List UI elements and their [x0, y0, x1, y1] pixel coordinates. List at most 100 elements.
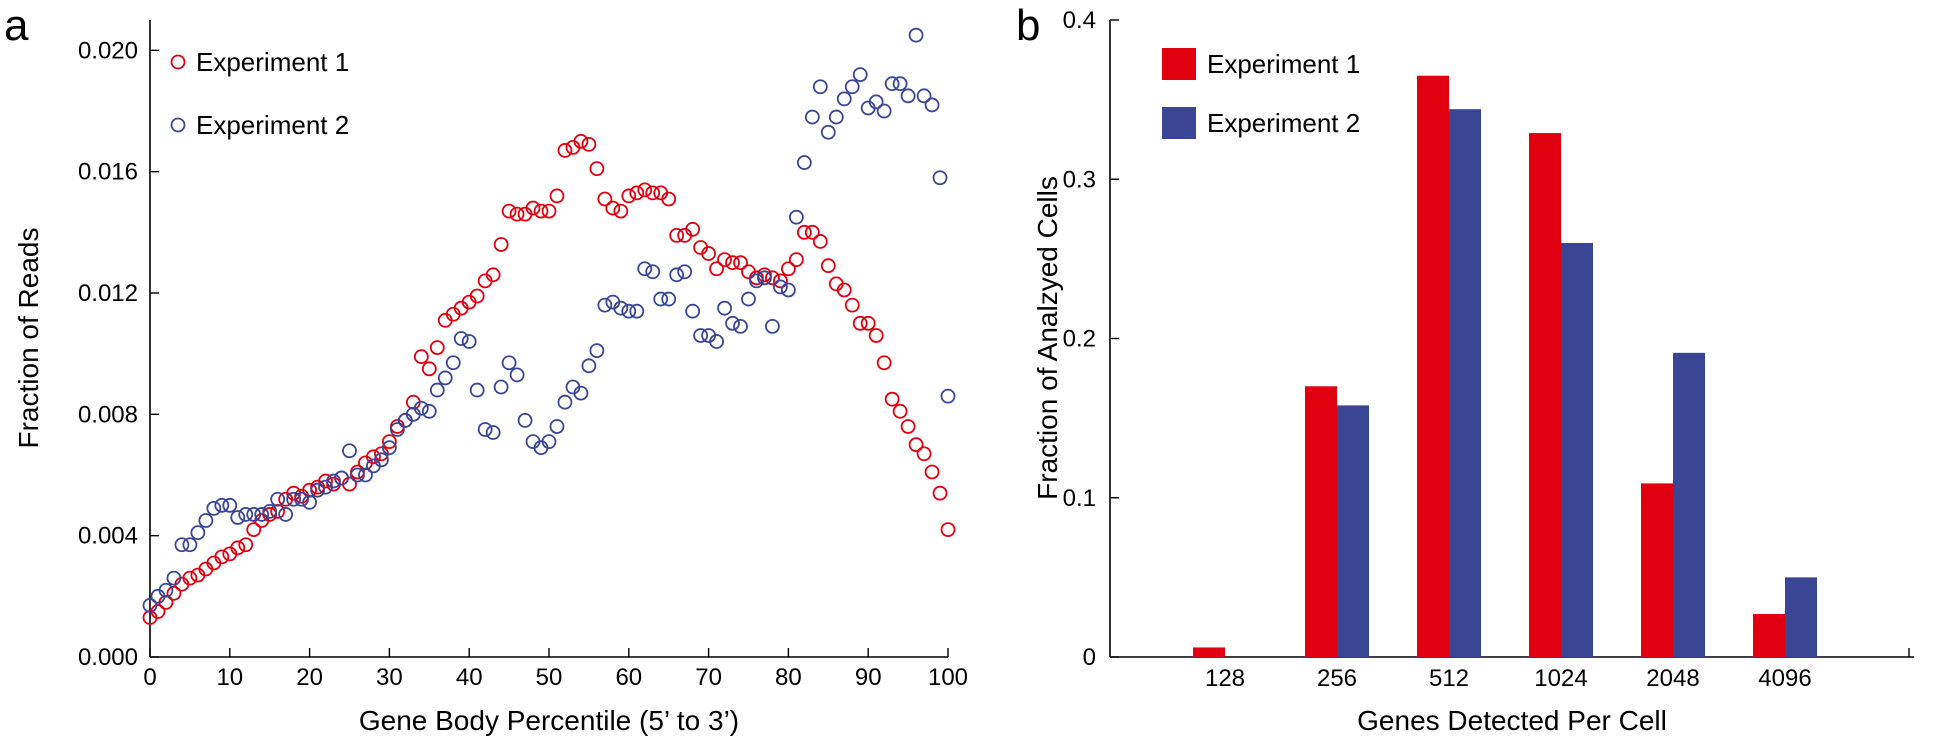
experiment-1-point — [916, 446, 932, 462]
experiment-2-point — [278, 507, 294, 522]
experiment-1-point — [645, 185, 661, 201]
experiment-1-point — [709, 261, 724, 277]
experiment-1-point — [781, 261, 796, 277]
experiment-2-point — [421, 403, 437, 419]
experiment-1-point — [788, 252, 804, 268]
experiment-2-point — [302, 494, 318, 510]
panel-b-x-tick-label: 512 — [1429, 665, 1469, 692]
panel-a: a 0.000 0.004 0.008 0.012 0.016 0.020 0 10 20 30… — [4, 1, 968, 736]
experiment-1-point — [230, 540, 246, 556]
panel-b-x-label: Genes Detected Per Cell — [1357, 705, 1667, 736]
experiment-2-point — [230, 510, 246, 525]
experiment-1-point — [669, 227, 685, 243]
experiment-1-point — [860, 315, 876, 331]
experiment-1-point — [892, 403, 908, 419]
experiment-1-point — [581, 136, 597, 152]
experiment-2-point — [709, 334, 724, 349]
panel-b-legend-label-2: Experiment 2 — [1207, 108, 1360, 138]
experiment-2-point — [461, 334, 477, 349]
panel-b-y-tick-label: 0.1 — [1063, 485, 1096, 512]
experiment-2-point — [374, 452, 389, 468]
experiment-1-point — [214, 549, 230, 565]
experiment-2-point — [342, 443, 357, 459]
experiment-2-point — [214, 497, 230, 513]
experiment-2-point — [621, 303, 637, 319]
experiment-1-bar — [1305, 386, 1337, 657]
experiment-1-point — [733, 255, 748, 271]
experiment-2-point — [781, 282, 796, 298]
experiment-1-point — [469, 288, 485, 304]
experiment-1-point — [573, 133, 589, 149]
panel-b-y-tick-label: 0.3 — [1063, 166, 1096, 193]
experiment-2-point — [613, 300, 629, 316]
experiment-2-point — [246, 507, 262, 522]
panel-a-x-ticks: 0 10 20 30 40 50 60 70 80 90 100 — [143, 648, 968, 691]
experiment-1-point — [852, 315, 868, 331]
experiment-2-point — [581, 358, 597, 374]
experiment-1-point — [773, 273, 788, 289]
experiment-2-bar — [1673, 352, 1705, 657]
experiment-2-point — [174, 537, 190, 553]
experiment-2-point — [541, 434, 557, 450]
experiment-1-point — [421, 361, 437, 377]
panel-a-x-tick-label: 20 — [296, 664, 323, 691]
experiment-1-point — [246, 522, 262, 537]
experiment-2-point — [653, 291, 669, 307]
experiment-2-point — [350, 467, 365, 483]
panel-a-y-tick-label: 0.020 — [78, 37, 138, 64]
experiment-2-point — [158, 582, 174, 598]
experiment-2-point — [868, 94, 884, 110]
experiment-1-bar — [1417, 75, 1449, 658]
experiment-2-point — [182, 537, 198, 553]
experiment-2-point — [796, 155, 812, 170]
experiment-2-point — [286, 491, 302, 507]
panel-a-legend: Experiment 1 Experiment 2 — [170, 47, 349, 140]
panel-a-y-ticks: 0.000 0.004 0.008 0.012 0.016 0.020 — [78, 37, 159, 671]
experiment-1-point — [533, 203, 549, 219]
experiment-1-point — [637, 182, 653, 198]
experiment-2-point — [852, 67, 868, 82]
experiment-2-point — [940, 388, 956, 404]
experiment-1-point — [765, 270, 780, 286]
experiment-1-point — [900, 419, 916, 434]
panel-b-y-label: Fraction of Analzyed Cells — [1032, 176, 1063, 500]
panel-a-y-tick-label: 0.012 — [78, 280, 138, 307]
experiment-1-point — [868, 328, 884, 343]
experiment-1-point — [908, 437, 924, 453]
experiment-1-point — [661, 191, 677, 207]
experiment-2-bar — [1449, 109, 1481, 658]
experiment-2-bar — [1785, 577, 1817, 657]
experiment-2-point — [828, 109, 844, 125]
experiment-1-point — [238, 537, 254, 553]
panel-b-x-tick-label: 2048 — [1646, 665, 1699, 692]
panel-a-x-tick-label: 80 — [775, 664, 802, 691]
experiment-1-point — [509, 206, 525, 222]
experiment-1-point — [820, 258, 836, 274]
experiment-2-point — [166, 570, 182, 586]
experiment-2-bar — [1561, 242, 1593, 657]
experiment-2-point — [445, 355, 461, 371]
experiment-2-point — [773, 279, 788, 295]
experiment-1-point — [597, 191, 613, 207]
experiment-2-point — [820, 124, 836, 140]
panel-b-x-tick-label: 1024 — [1534, 665, 1587, 692]
panel-b-y-tick-label: 0.4 — [1063, 7, 1096, 34]
experiment-2-point — [254, 507, 270, 522]
experiment-1-bar — [1753, 614, 1785, 657]
experiment-2-bar — [1337, 405, 1369, 657]
panel-b-legend-swatch-2 — [1162, 107, 1196, 139]
experiment-2-point — [900, 88, 916, 104]
experiment-2-point — [749, 273, 764, 289]
experiment-2-point — [892, 76, 908, 92]
experiment-2-point — [358, 467, 373, 483]
experiment-2-point — [389, 422, 405, 437]
experiment-1-point — [166, 585, 182, 601]
panel-a-x-tick-label: 100 — [928, 664, 968, 691]
panel-b-legend-label-1: Experiment 1 — [1207, 49, 1360, 79]
experiment-2-point — [437, 370, 453, 386]
panel-a-x-tick-label: 50 — [536, 664, 563, 691]
experiment-1-point — [812, 234, 828, 249]
experiment-2-point — [485, 425, 501, 440]
experiment-1-point — [701, 246, 716, 261]
experiment-1-point — [493, 237, 509, 252]
